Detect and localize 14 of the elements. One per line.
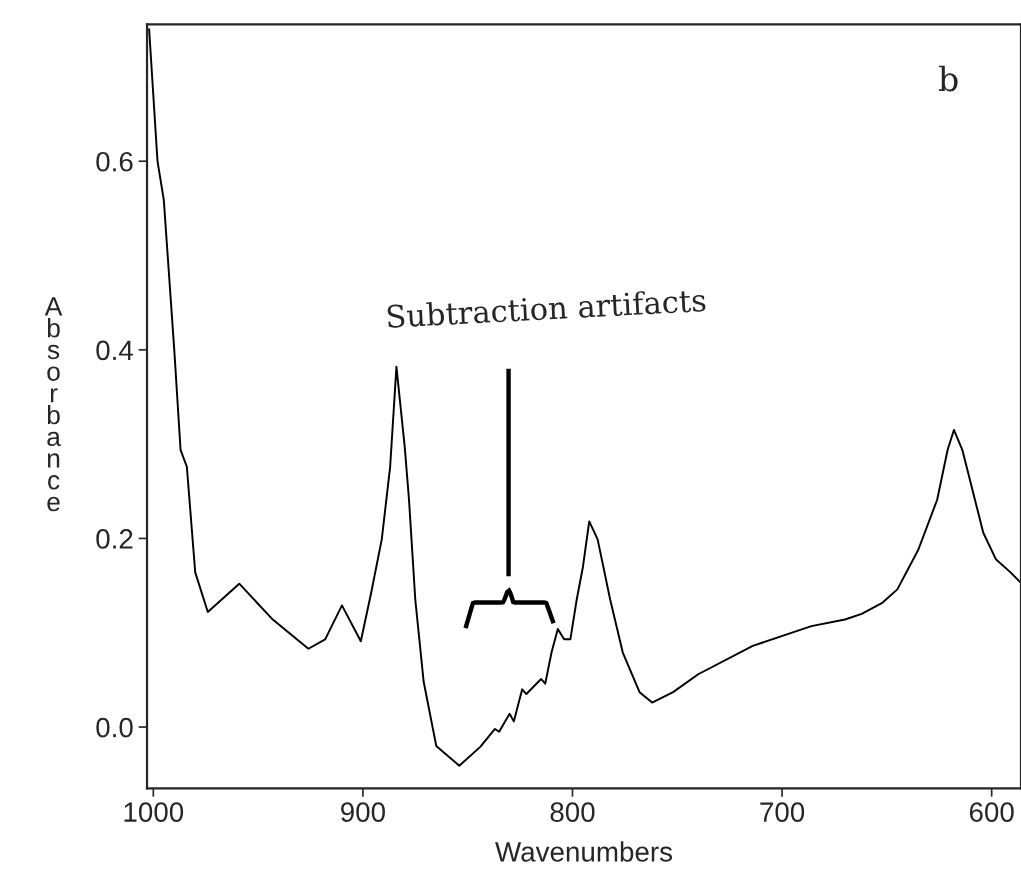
x-axis-title: Wavenumbers bbox=[495, 841, 673, 862]
y-tick-label: 0.2 bbox=[96, 529, 133, 549]
annotation: Subtraction artifacts bbox=[387, 287, 706, 329]
annotation: b bbox=[938, 65, 958, 92]
x-tick-label: 1000 bbox=[124, 802, 184, 822]
y-tick-label: 0.6 bbox=[96, 151, 133, 172]
text: Absorbance bbox=[44, 297, 63, 512]
x-tick-label: 700 bbox=[760, 802, 805, 822]
line-series bbox=[148, 28, 1021, 767]
x-tick-label: 600 bbox=[969, 802, 1014, 822]
y-tick-label: 0.4 bbox=[96, 340, 134, 361]
x-tick-label: 900 bbox=[341, 802, 385, 822]
x-tick-label: 800 bbox=[550, 802, 595, 822]
y-tick-label: 0.0 bbox=[96, 717, 133, 738]
